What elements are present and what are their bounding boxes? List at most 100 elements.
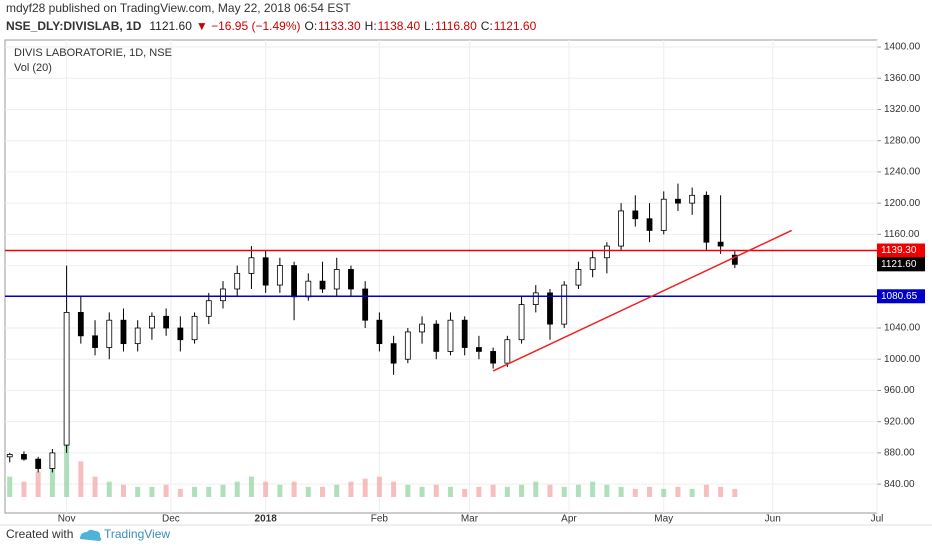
y-tick-label: 1280.00 [884,135,921,146]
candle-body [77,312,84,337]
candle-body [575,269,582,286]
volume-bar [391,481,397,497]
volume-bar [504,486,510,497]
volume-bar [405,484,411,497]
volume-bar [689,488,695,497]
volume-bar [35,471,41,497]
volume-bar [149,486,155,497]
candle-body [333,269,340,290]
candle-body [660,198,667,231]
ohlc-label: H: [365,19,377,33]
volume-bar [206,486,212,497]
volume-bar [462,488,468,497]
candle-body [390,343,397,364]
volume-bar [490,484,496,497]
candle-body [262,257,269,286]
volume-bar [234,481,240,497]
volume-bar [675,486,681,497]
y-tick-label: 1240.00 [884,167,921,178]
ohlc-value: 1121.60 [494,19,537,33]
candle-body [731,254,738,265]
y-tick-label: 1000.00 [884,354,921,365]
price-tag [877,289,925,304]
ohlc-value: 1133.30 [318,19,361,33]
candle-body [518,304,525,341]
candle-body [618,210,624,247]
volume-bar [192,486,198,497]
y-tick-label: 880.00 [884,448,915,459]
candle-body [561,284,568,325]
y-tick-label: 1040.00 [884,323,921,334]
volume-bar [647,486,653,497]
price-tag-label: 1139.30 [881,245,917,256]
y-tick-label: 840.00 [884,479,915,490]
candle-body [234,272,241,290]
chart-title: DIVIS LABORATORIE, 1D, NSE [14,47,172,59]
volume-bar [334,484,340,497]
x-tick-label: Jul [871,514,884,525]
candle-body [362,288,369,321]
volume-bar [661,488,667,497]
volume-bar [618,486,624,497]
ohlc-value: 1138.40 [378,19,421,33]
x-tick-label: Apr [561,514,577,525]
volume-bar [732,488,738,497]
tv-logo [80,529,102,541]
candle-body [163,315,170,329]
candle-body [63,312,70,446]
candle-body [276,265,283,286]
volume-bar [590,481,596,497]
volume-bar [277,484,283,497]
candle-body [675,198,681,204]
volume-bar [632,488,638,497]
volume-bar [177,488,183,497]
candle-body [191,315,198,341]
volume-bar [348,481,354,497]
candle-body [248,257,255,274]
volume-bar [718,486,724,497]
volume-bar [49,466,55,497]
trendline [492,229,793,372]
candle-body [291,265,297,298]
symbol: NSE_DLY:DIVISLAB, 1D [6,19,142,33]
x-tick-label: Jun [765,514,781,525]
price-tag [877,243,925,258]
volume-bar [703,484,709,497]
last-price: 1121.60 [149,19,192,33]
volume-bar [135,486,141,497]
volume-bar [547,484,553,497]
candle-body [205,300,212,317]
volume-bar [433,484,439,497]
volume-bar [476,486,482,497]
volume-bar [106,481,112,497]
volume-bar [305,486,311,497]
candle-body [632,210,639,220]
ohlc-label: C: [481,19,493,33]
volume-bar [561,486,567,497]
candle-body [404,331,411,360]
candle-body [419,323,425,333]
plot: 1139.30 1080.65 1121.60 [5,183,925,497]
volume-bar [291,481,297,497]
ohlc-label: O: [304,19,317,33]
y-tick-label: 1360.00 [884,73,921,84]
volume-bar [519,484,525,497]
candle-body [120,319,127,345]
volume-bar [362,478,368,497]
volume-bar [376,476,382,497]
x-tick-label: May [654,514,673,525]
volume-bar [575,484,581,497]
y-tick-label: 1160.00 [884,229,920,240]
y-tick-label: 1320.00 [884,104,921,115]
brand: TradingView [104,527,170,541]
candle-body [547,292,553,325]
candle-body [376,319,383,345]
volume-label: Vol (20) [14,62,52,74]
candle-body [220,288,226,302]
quote-line: 1121.60 ▼ −16.95 (−1.49%) O: 1133.30 H: 1138.… [149,19,536,33]
volume-bar [21,481,27,497]
candle-body [134,327,141,345]
volume-bar [263,481,269,497]
volume-bar [447,486,453,497]
